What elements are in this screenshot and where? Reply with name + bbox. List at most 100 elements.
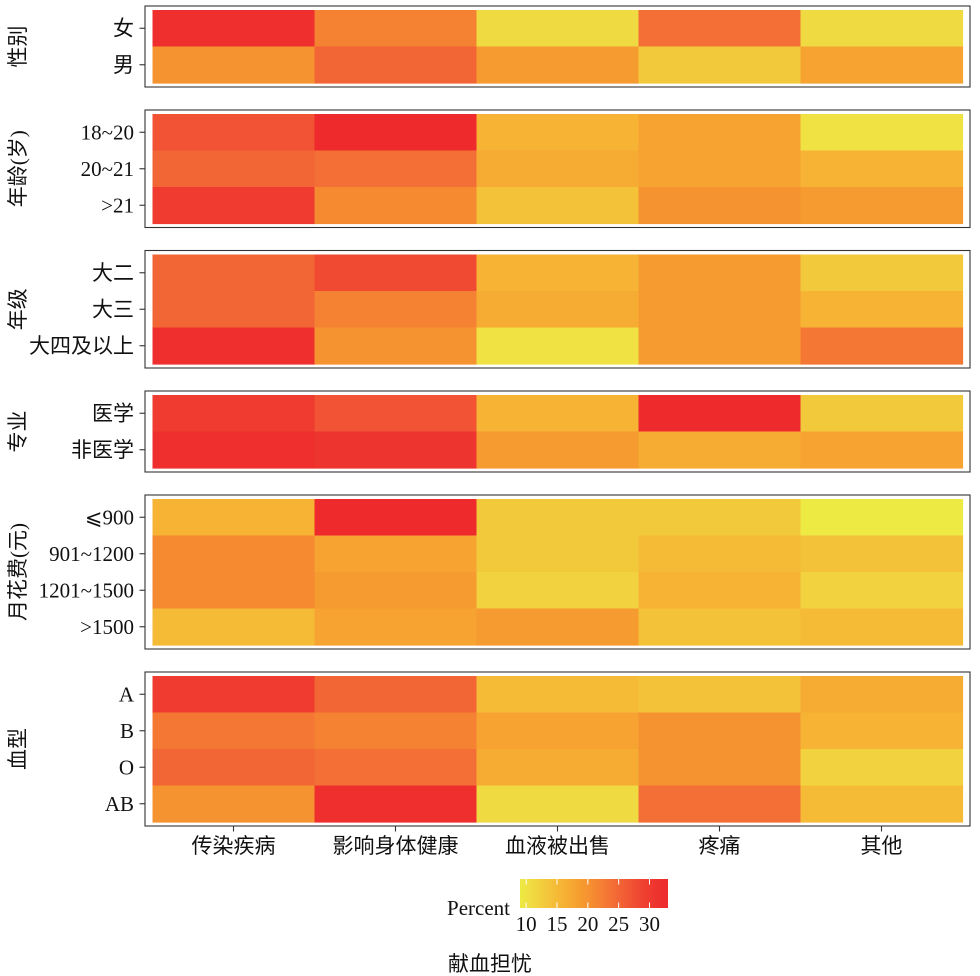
heatmap-tile [476, 608, 640, 646]
heatmap-row [152, 254, 964, 292]
heatmap-tile [800, 712, 964, 750]
heatmap-tile [476, 499, 640, 537]
heatmap-tile [800, 676, 964, 714]
heatmap-tile [152, 254, 316, 292]
heatmap-tile [638, 327, 802, 365]
heatmap-tile [800, 150, 964, 188]
heatmap-tile [314, 499, 478, 537]
heatmap-tile [800, 254, 964, 292]
panel-border [144, 390, 971, 473]
heatmap-tile [638, 10, 802, 48]
panel-border [144, 5, 971, 88]
heatmap-row [152, 187, 964, 225]
facet-strip-label: 年龄(岁) [6, 130, 30, 207]
heatmap-tile [152, 499, 316, 537]
heatmap-row [152, 150, 964, 188]
panel-border [144, 249, 971, 369]
heatmap-tile [314, 608, 478, 646]
heatmap-tile [152, 10, 316, 48]
heatmap-tile [314, 749, 478, 787]
heatmap-tile [314, 712, 478, 750]
y-tick-label: 20~21 [81, 157, 134, 181]
heatmap-tile [638, 535, 802, 573]
y-tick-label: 医学 [92, 401, 134, 425]
heatmap-tile [152, 749, 316, 787]
heatmap-tile [800, 10, 964, 48]
y-tick-label: 大二 [92, 261, 134, 285]
heatmap-tile [638, 499, 802, 537]
heatmap-row [152, 114, 964, 152]
y-tick-label: 大四及以上 [29, 334, 134, 358]
x-tick-label: 血液被出售 [505, 834, 610, 858]
heatmap-tile [152, 572, 316, 610]
heatmap-tile [638, 608, 802, 646]
heatmap-tile [800, 572, 964, 610]
legend-colorbar [520, 879, 668, 908]
heatmap-tile [314, 395, 478, 433]
heatmap-tile [314, 327, 478, 365]
heatmap-tile [800, 785, 964, 823]
heatmap-tile [476, 46, 640, 84]
heatmap-tile [476, 327, 640, 365]
heatmap-tile [638, 572, 802, 610]
x-tick-label: 疼痛 [699, 834, 741, 858]
y-tick-label: A [119, 682, 135, 706]
heatmap-tile [800, 431, 964, 469]
heatmap-tile [152, 327, 316, 365]
heatmap-tile [800, 46, 964, 84]
legend-title: Percent [447, 896, 510, 920]
heatmap-tile [476, 676, 640, 714]
y-tick-label: 男 [113, 53, 134, 77]
facet-strip-label: 专业 [6, 411, 30, 453]
legend-tick-label: 25 [608, 912, 629, 936]
heatmap-tile [476, 150, 640, 188]
heatmap-tile [152, 291, 316, 329]
heatmap-row [152, 46, 964, 84]
x-axis: 传染疾病 影响身体健康 血液被出售 疼痛 其他 [192, 826, 903, 858]
legend-tick-label: 20 [577, 912, 598, 936]
heatmap-tile [800, 291, 964, 329]
facet-panel: 18~20 20~21 >21 年龄(岁) [6, 109, 971, 229]
heatmap-tile [638, 676, 802, 714]
heatmap-tile [152, 608, 316, 646]
heatmap-tile [800, 187, 964, 225]
heatmap-row [152, 572, 964, 610]
heatmap-tile [476, 10, 640, 48]
heatmap-tile [800, 395, 964, 433]
heatmap-tile [314, 291, 478, 329]
facet-strip-label: 性别 [6, 26, 30, 68]
heatmap-tile [638, 291, 802, 329]
heatmap-tile [314, 114, 478, 152]
heatmap-tile [476, 395, 640, 433]
heatmap-tile [152, 431, 316, 469]
heatmap-row [152, 499, 964, 537]
heatmap-tile [638, 712, 802, 750]
y-tick-label: 18~20 [81, 120, 134, 144]
heatmap-tile [800, 749, 964, 787]
heatmap-row [152, 712, 964, 750]
heatmap-tile [638, 254, 802, 292]
heatmap-tile [476, 254, 640, 292]
y-tick-label: 901~1200 [49, 542, 134, 566]
y-tick-label: 非医学 [71, 438, 134, 462]
heatmap-tile [800, 327, 964, 365]
heatmap-tile [314, 187, 478, 225]
heatmap-tile [638, 187, 802, 225]
panel-border [144, 109, 971, 229]
heatmap-tile [314, 431, 478, 469]
heatmap-tile [638, 749, 802, 787]
x-axis-title: 献血担忧 [448, 952, 532, 976]
heatmap-tile [638, 114, 802, 152]
heatmap-tile [152, 46, 316, 84]
y-tick-label: 女 [113, 16, 134, 40]
legend-tick-label: 15 [547, 912, 568, 936]
heatmap-tile [314, 676, 478, 714]
legend-tick-label: 30 [639, 912, 660, 936]
heatmap-row [152, 676, 964, 714]
heatmap-tile [638, 150, 802, 188]
heatmap-tile [476, 535, 640, 573]
y-tick-label: ⩽900 [85, 505, 134, 529]
